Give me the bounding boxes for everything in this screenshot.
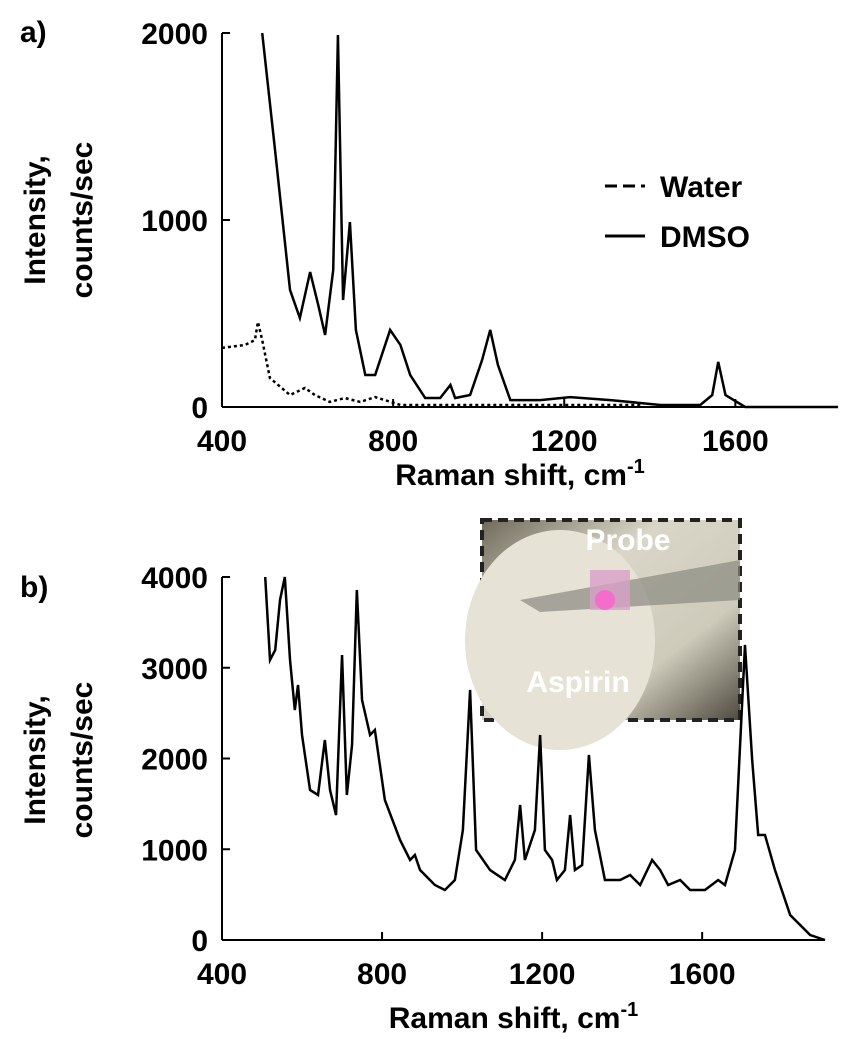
y-tick-label: 1000 bbox=[141, 834, 208, 867]
data-line bbox=[260, 32, 838, 409]
x-axis-label-sup: -1 bbox=[620, 999, 638, 1021]
x-axis-label-sup: -1 bbox=[627, 456, 645, 478]
y-tick-label: 1000 bbox=[141, 205, 208, 238]
y-tick-label: 4000 bbox=[141, 562, 208, 595]
y-tick-label: 3000 bbox=[141, 653, 208, 686]
x-tick-label: 400 bbox=[197, 958, 247, 991]
inset-photo bbox=[465, 518, 742, 750]
x-axis-label: Raman shift, cm-1 bbox=[395, 456, 645, 492]
y-axis-label: Intensity, bbox=[19, 155, 52, 284]
y-axis-label: counts/sec bbox=[66, 682, 99, 839]
legend-label: Water bbox=[660, 171, 743, 204]
x-axis-label: Raman shift, cm-1 bbox=[389, 999, 639, 1035]
panel-label: a) bbox=[20, 16, 47, 49]
x-tick-label: 1600 bbox=[669, 958, 736, 991]
annotation: Probe bbox=[585, 524, 670, 557]
y-axis-label: counts/sec bbox=[66, 142, 99, 299]
y-axis-label: Intensity, bbox=[19, 695, 52, 824]
x-tick-label: 800 bbox=[357, 958, 407, 991]
y-tick-label: 2000 bbox=[141, 18, 208, 51]
x-tick-label: 1600 bbox=[702, 425, 769, 458]
y-tick-label: 0 bbox=[191, 925, 208, 958]
panel-label: b) bbox=[20, 571, 48, 604]
x-tick-label: 800 bbox=[368, 425, 418, 458]
y-tick-label: 0 bbox=[191, 392, 208, 425]
x-tick-label: 1200 bbox=[531, 425, 598, 458]
y-tick-label: 2000 bbox=[141, 744, 208, 777]
data-line bbox=[263, 576, 826, 942]
x-tick-label: 1200 bbox=[509, 958, 576, 991]
x-axis-label-text: Raman shift, cm bbox=[389, 1002, 621, 1035]
annotation: Aspirin bbox=[526, 666, 629, 699]
legend-label: DMSO bbox=[660, 221, 750, 254]
x-tick-label: 400 bbox=[197, 425, 247, 458]
data-line bbox=[221, 321, 641, 407]
x-axis-label-text: Raman shift, cm bbox=[395, 459, 627, 492]
